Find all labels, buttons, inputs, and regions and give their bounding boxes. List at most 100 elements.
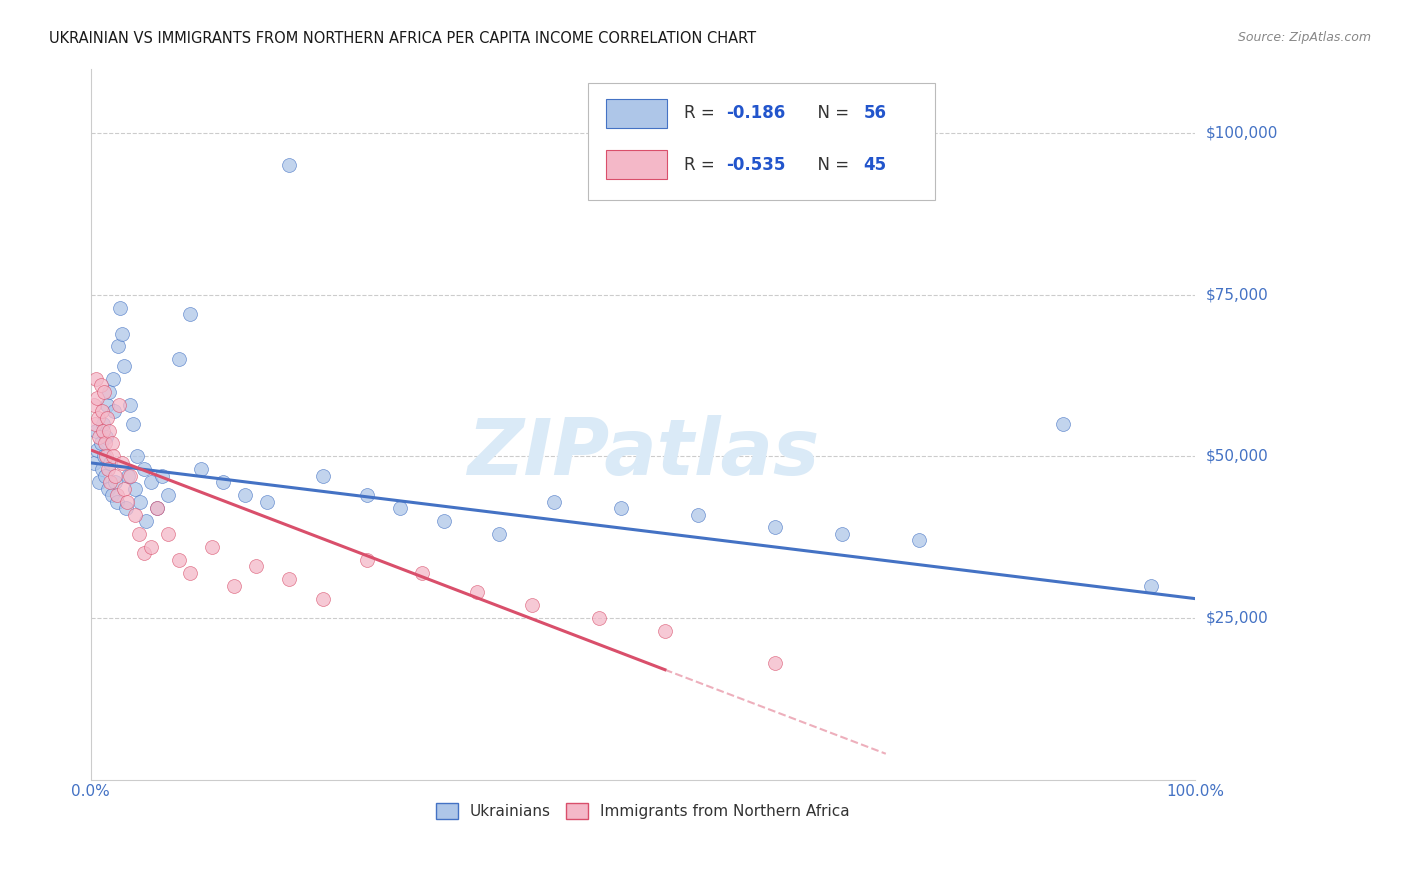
Text: 45: 45 xyxy=(863,155,887,174)
Text: $75,000: $75,000 xyxy=(1206,287,1268,302)
Point xyxy=(117,468,139,483)
Point xyxy=(609,501,631,516)
Point xyxy=(488,527,510,541)
Text: $100,000: $100,000 xyxy=(1206,126,1278,141)
Point xyxy=(91,417,114,431)
Point xyxy=(179,307,201,321)
FancyBboxPatch shape xyxy=(588,83,935,200)
Point xyxy=(411,566,433,580)
Point xyxy=(89,430,111,444)
Text: N =: N = xyxy=(807,155,855,174)
Point xyxy=(311,591,333,606)
Point xyxy=(110,301,132,315)
Point xyxy=(97,482,120,496)
Point xyxy=(156,488,179,502)
Point xyxy=(86,391,108,405)
Point xyxy=(94,430,117,444)
Point xyxy=(93,450,115,464)
Text: ZIPatlas: ZIPatlas xyxy=(467,415,818,491)
Point xyxy=(311,468,333,483)
Point xyxy=(233,488,256,502)
Point xyxy=(108,398,131,412)
Point xyxy=(278,572,301,586)
Text: N =: N = xyxy=(807,104,855,122)
Point xyxy=(101,450,124,464)
Text: UKRAINIAN VS IMMIGRANTS FROM NORTHERN AFRICA PER CAPITA INCOME CORRELATION CHART: UKRAINIAN VS IMMIGRANTS FROM NORTHERN AF… xyxy=(49,31,756,46)
Point xyxy=(156,527,179,541)
Point xyxy=(654,624,676,638)
Text: $50,000: $50,000 xyxy=(1206,449,1268,464)
Point xyxy=(90,404,112,418)
Point xyxy=(112,482,135,496)
Point xyxy=(128,527,150,541)
Text: -0.535: -0.535 xyxy=(725,155,785,174)
Point xyxy=(522,598,544,612)
Point xyxy=(212,475,235,490)
Point xyxy=(100,456,122,470)
Point xyxy=(124,482,146,496)
Point xyxy=(588,611,610,625)
Point xyxy=(105,488,128,502)
Point xyxy=(543,494,565,508)
Point xyxy=(90,378,112,392)
Point xyxy=(141,540,163,554)
Point xyxy=(104,468,127,483)
Point xyxy=(121,417,143,431)
Point xyxy=(84,372,107,386)
Point xyxy=(356,488,378,502)
Point xyxy=(107,339,129,353)
Point xyxy=(190,462,212,476)
Point xyxy=(388,501,411,516)
Point xyxy=(224,579,246,593)
Point xyxy=(96,398,118,412)
Point xyxy=(90,436,112,450)
Point xyxy=(120,468,142,483)
Point xyxy=(105,494,128,508)
Point xyxy=(98,424,121,438)
Point xyxy=(146,501,169,516)
Point xyxy=(125,450,148,464)
Point xyxy=(141,475,163,490)
Point xyxy=(94,450,117,464)
Point xyxy=(1052,417,1074,431)
Point xyxy=(763,520,786,534)
Text: R =: R = xyxy=(683,155,720,174)
Text: -0.186: -0.186 xyxy=(725,104,785,122)
Point xyxy=(100,436,122,450)
Point xyxy=(84,424,107,438)
Point xyxy=(93,384,115,399)
Point xyxy=(115,494,138,508)
FancyBboxPatch shape xyxy=(606,99,666,128)
FancyBboxPatch shape xyxy=(606,150,666,178)
Point xyxy=(179,566,201,580)
Point xyxy=(103,404,125,418)
Point xyxy=(89,475,111,490)
Point xyxy=(167,553,190,567)
Point xyxy=(83,398,105,412)
Point xyxy=(763,657,786,671)
Point xyxy=(94,468,117,483)
Point xyxy=(115,501,138,516)
Point xyxy=(84,417,107,431)
Point xyxy=(101,372,124,386)
Point xyxy=(98,384,121,399)
Point xyxy=(104,475,127,490)
Point xyxy=(433,514,456,528)
Point xyxy=(908,533,931,548)
Point xyxy=(152,468,174,483)
Point xyxy=(112,359,135,373)
Point xyxy=(129,494,152,508)
Point xyxy=(278,159,301,173)
Point xyxy=(83,456,105,470)
Point xyxy=(91,424,114,438)
Point xyxy=(201,540,224,554)
Legend: Ukrainians, Immigrants from Northern Africa: Ukrainians, Immigrants from Northern Afr… xyxy=(430,797,855,825)
Point xyxy=(87,410,110,425)
Point xyxy=(245,559,267,574)
Text: $25,000: $25,000 xyxy=(1206,610,1268,625)
Point xyxy=(167,352,190,367)
Point xyxy=(132,462,155,476)
Point xyxy=(100,475,122,490)
Point xyxy=(110,326,132,341)
Text: Source: ZipAtlas.com: Source: ZipAtlas.com xyxy=(1237,31,1371,45)
